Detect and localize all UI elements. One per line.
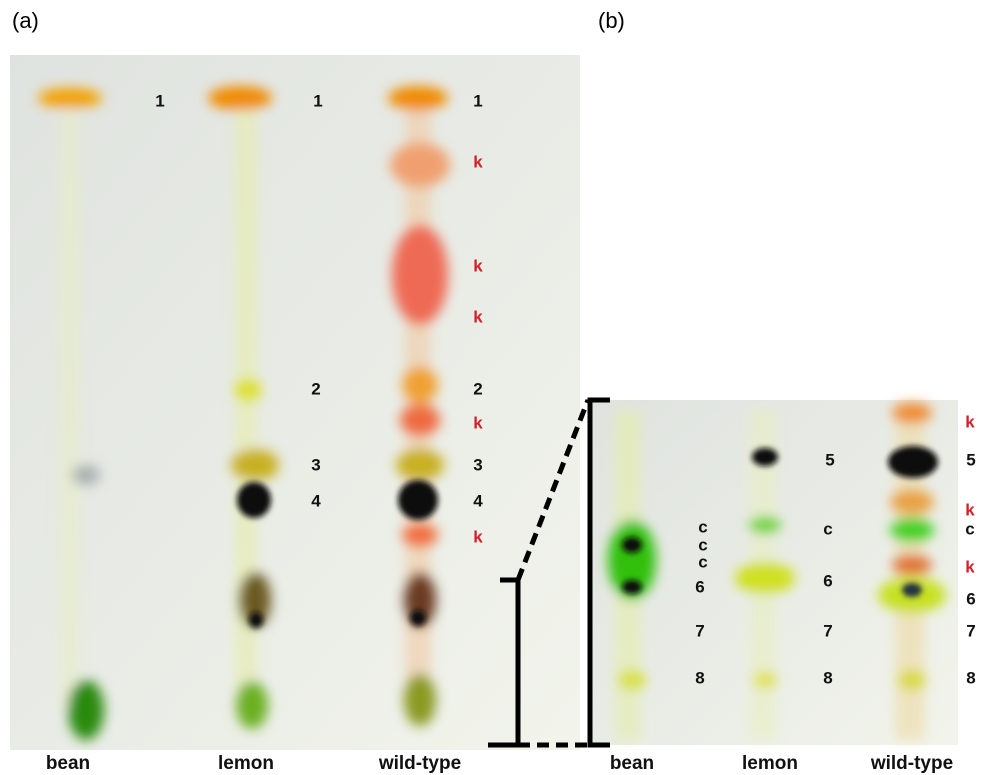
spot-label: 6	[823, 571, 832, 590]
spot-label: 5	[825, 450, 834, 469]
spot-label: k	[473, 256, 483, 275]
spot-label: 5	[966, 450, 975, 469]
zoom-bracket	[488, 397, 610, 748]
spot-label: 1	[473, 91, 482, 110]
spot-label: 7	[695, 621, 704, 640]
spot-label: c	[698, 517, 707, 536]
spot-label: 3	[473, 455, 482, 474]
spot-label: 7	[966, 621, 975, 640]
lane-labels: bean lemon wild-type bean lemon wild-typ…	[46, 753, 953, 774]
plate-a	[10, 55, 580, 750]
spot-label: 8	[695, 668, 704, 687]
lane-label: lemon	[218, 753, 274, 774]
spot-label: 7	[823, 621, 832, 640]
lane-label: lemon	[742, 753, 798, 774]
spot-labels-a: 1 1 1 k k k 2 2 k 3 3 4 4 k	[155, 91, 483, 546]
panel-label: (b)	[598, 8, 625, 33]
spot-label: c	[698, 552, 707, 571]
spot-label: k	[473, 527, 483, 546]
spot-label: 4	[311, 491, 321, 510]
spot-label: 3	[311, 455, 320, 474]
spot-label: 2	[311, 379, 320, 398]
spot-label: c	[823, 519, 832, 538]
spot-label: c	[698, 535, 707, 554]
spot-label: c	[965, 519, 974, 538]
spot-label: 8	[966, 668, 975, 687]
spot-label: 2	[473, 379, 482, 398]
spot-label: k	[965, 412, 975, 431]
spot-label: 1	[313, 91, 322, 110]
spot-label: 6	[695, 577, 704, 596]
lane-label: wild-type	[378, 753, 461, 774]
lane-label: bean	[610, 753, 654, 774]
lane-label: wild-type	[870, 753, 953, 774]
spot-labels-b: k 5 5 k c c c c c k 6 6 6 7 7 7 8 8 8	[695, 412, 975, 687]
spot-label: 1	[155, 91, 164, 110]
spot-label: k	[965, 557, 975, 576]
plate-b	[588, 400, 958, 745]
spot-label: k	[473, 307, 483, 326]
spot-label: 8	[823, 668, 832, 687]
spot-label: k	[473, 413, 483, 432]
spot-label: k	[965, 500, 975, 519]
panel-label: (a)	[12, 8, 39, 33]
spot-label: 4	[473, 491, 483, 510]
spot-label: 6	[966, 589, 975, 608]
lane-label: bean	[46, 753, 90, 774]
spot-label: k	[473, 152, 483, 171]
